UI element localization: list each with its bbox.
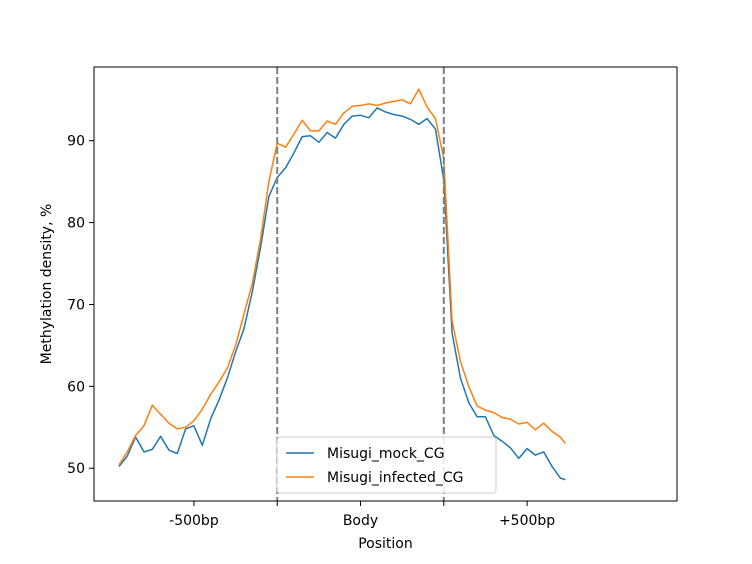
- y-axis-label: Methylation density, %: [39, 204, 55, 365]
- x-tick-label: -500bp: [169, 513, 219, 529]
- x-axis-ticks: -500bp Body +500bp: [169, 501, 555, 529]
- legend-label-misugi-infected: Misugi_infected_CG: [327, 470, 464, 486]
- series-layer: [118, 88, 566, 481]
- y-axis-ticks: 50 60 70 80 90: [67, 134, 94, 477]
- y-tick-label: 80: [67, 216, 85, 232]
- region-boundaries: [276, 67, 445, 501]
- y-tick-label: 50: [67, 461, 85, 477]
- x-tick-label: +500bp: [499, 513, 555, 529]
- x-axis-label: Position: [358, 536, 413, 552]
- series-line-misugi-infected-cg: [118, 88, 566, 466]
- y-tick-label: 90: [67, 134, 85, 150]
- series-line-misugi-mock-cg: [118, 107, 566, 481]
- y-tick-label: 70: [67, 297, 85, 313]
- legend: Misugi_mock_CG Misugi_infected_CG: [276, 436, 497, 494]
- y-tick-label: 60: [67, 379, 85, 395]
- plot-frame: [93, 66, 678, 502]
- legend-box: [276, 436, 497, 494]
- legend-label-misugi-mock: Misugi_mock_CG: [327, 446, 445, 462]
- x-tick-label: Body: [343, 513, 378, 529]
